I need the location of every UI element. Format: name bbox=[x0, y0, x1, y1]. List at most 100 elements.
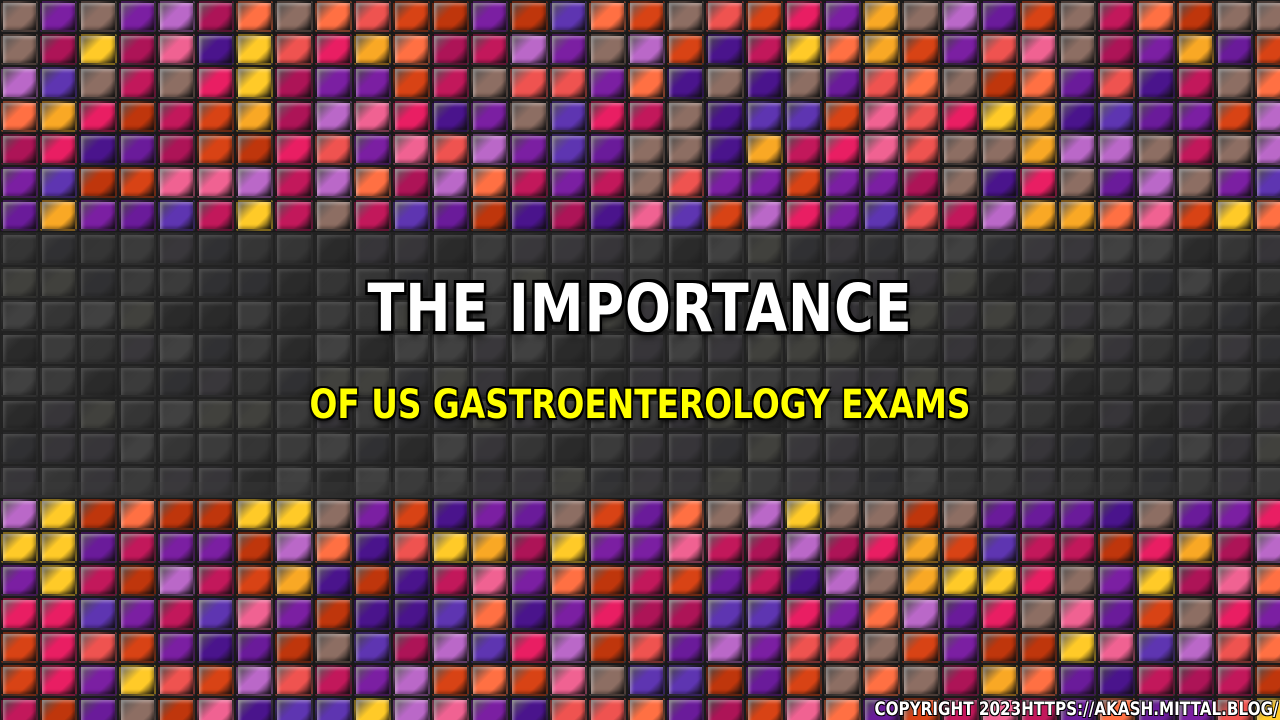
mosaic-tile bbox=[314, 532, 352, 564]
mosaic-tile bbox=[1, 133, 39, 165]
mosaic-tile bbox=[79, 498, 117, 530]
mosaic-tile bbox=[1176, 166, 1214, 199]
mosaic-tile bbox=[353, 1, 391, 33]
mosaic-tile bbox=[1059, 133, 1097, 165]
mosaic-tile bbox=[118, 200, 156, 232]
mosaic-tile bbox=[588, 166, 626, 199]
mosaic-tile bbox=[588, 565, 626, 597]
mosaic-tile bbox=[941, 1, 979, 33]
mosaic-tile bbox=[745, 166, 783, 199]
mosaic-tile bbox=[628, 200, 666, 232]
mosaic-tile bbox=[1059, 697, 1097, 720]
mosaic-tile bbox=[196, 664, 235, 696]
mosaic-tile bbox=[40, 664, 78, 696]
mosaic-tile bbox=[667, 133, 705, 165]
mosaic-tile bbox=[549, 532, 587, 564]
mosaic-tile bbox=[118, 67, 156, 99]
mosaic-tile bbox=[1137, 1, 1175, 33]
mosaic-tile bbox=[823, 498, 862, 530]
mosaic-tile bbox=[549, 67, 587, 99]
mosaic-tile bbox=[706, 133, 744, 165]
mosaic-tile bbox=[1176, 498, 1214, 530]
mosaic-tile bbox=[236, 200, 274, 232]
mosaic-tile bbox=[1176, 598, 1214, 630]
mosaic-tile bbox=[667, 67, 705, 99]
mosaic-tile bbox=[314, 697, 352, 720]
mosaic-tile bbox=[902, 67, 940, 99]
mosaic-tile bbox=[118, 664, 156, 696]
mosaic-tile bbox=[823, 664, 862, 696]
mosaic-tile bbox=[40, 133, 78, 165]
mosaic-tile bbox=[196, 166, 235, 199]
mosaic-tile bbox=[784, 631, 822, 663]
mosaic-tile bbox=[823, 532, 862, 564]
mosaic-tile bbox=[275, 631, 313, 663]
mosaic-tile bbox=[1, 498, 39, 530]
mosaic-tile bbox=[1215, 133, 1253, 165]
mosaic-tile bbox=[79, 200, 117, 232]
mosaic-tile bbox=[823, 631, 862, 663]
mosaic-tile bbox=[196, 1, 235, 33]
mosaic-tile bbox=[1215, 598, 1253, 630]
mosaic-tile bbox=[353, 532, 391, 564]
mosaic-tile bbox=[118, 100, 156, 132]
mosaic-tile bbox=[1098, 34, 1136, 66]
mosaic-tile bbox=[1098, 498, 1136, 530]
mosaic-tile bbox=[823, 67, 862, 99]
mosaic-tile bbox=[157, 67, 195, 99]
mosaic-tile bbox=[863, 100, 901, 132]
mosaic-tile bbox=[432, 1, 470, 33]
mosaic-tile bbox=[745, 1, 783, 33]
mosaic-tile bbox=[471, 133, 509, 165]
mosaic-tile bbox=[40, 100, 78, 132]
mosaic-tile bbox=[1215, 697, 1253, 720]
mosaic-tile bbox=[1215, 34, 1253, 66]
mosaic-tile bbox=[902, 100, 940, 132]
mosaic-tile bbox=[1137, 100, 1175, 132]
mosaic-tile bbox=[588, 664, 626, 696]
mosaic-tile bbox=[1, 1, 39, 33]
mosaic-tile bbox=[432, 100, 470, 132]
mosaic-tile bbox=[432, 200, 470, 232]
mosaic-tile bbox=[1176, 664, 1214, 696]
mosaic-tile bbox=[549, 631, 587, 663]
mosaic-tile bbox=[863, 697, 901, 720]
mosaic-tile bbox=[353, 166, 391, 199]
mosaic-tile bbox=[902, 200, 940, 232]
mosaic-tile bbox=[275, 532, 313, 564]
mosaic-tile bbox=[863, 133, 901, 165]
mosaic-tile bbox=[980, 532, 1018, 564]
mosaic-tile bbox=[628, 1, 666, 33]
mosaic-tile bbox=[196, 100, 235, 132]
mosaic-tile bbox=[314, 598, 352, 630]
mosaic-tile bbox=[1215, 100, 1253, 132]
mosaic-tile bbox=[432, 697, 470, 720]
mosaic-tile bbox=[275, 166, 313, 199]
mosaic-tile bbox=[79, 697, 117, 720]
mosaic-tile bbox=[1137, 67, 1175, 99]
mosaic-tile bbox=[510, 565, 548, 597]
mosaic-tile bbox=[1255, 631, 1280, 663]
mosaic-tile bbox=[40, 532, 78, 564]
mosaic-tile bbox=[588, 100, 626, 132]
mosaic-tile bbox=[745, 200, 783, 232]
mosaic-tile bbox=[118, 498, 156, 530]
mosaic-tile bbox=[706, 598, 744, 630]
mosaic-tile bbox=[588, 498, 626, 530]
mosaic-tile bbox=[118, 565, 156, 597]
mosaic-tile bbox=[628, 100, 666, 132]
mosaic-tile bbox=[902, 664, 940, 696]
mosaic-tile bbox=[745, 133, 783, 165]
mosaic-tile bbox=[1098, 598, 1136, 630]
mosaic-tile bbox=[353, 133, 391, 165]
mosaic-tile bbox=[432, 532, 470, 564]
mosaic-tile bbox=[1019, 34, 1058, 66]
mosaic-tile bbox=[941, 67, 979, 99]
mosaic-tile bbox=[667, 697, 705, 720]
mosaic-tile bbox=[863, 532, 901, 564]
mosaic-tile bbox=[432, 565, 470, 597]
mosaic-tile bbox=[1137, 166, 1175, 199]
mosaic-tile bbox=[1215, 200, 1253, 232]
mosaic-tile bbox=[1098, 133, 1136, 165]
mosaic-tile bbox=[314, 565, 352, 597]
